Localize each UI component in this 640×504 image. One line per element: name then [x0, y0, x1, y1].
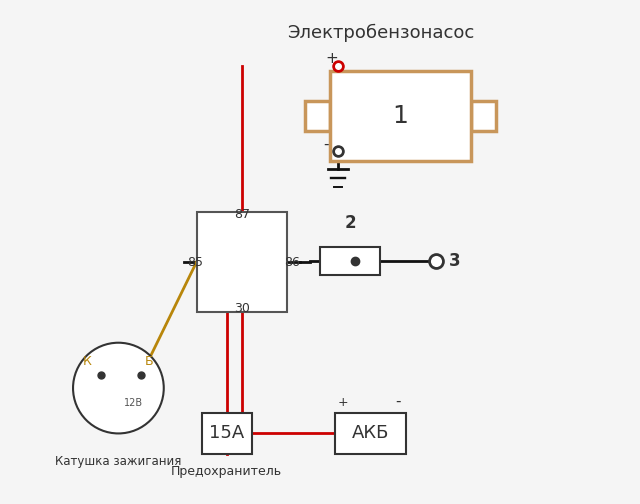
Text: Предохранитель: Предохранитель [171, 465, 282, 478]
Bar [202, 413, 252, 454]
Text: +: + [337, 396, 348, 409]
Text: К: К [83, 355, 92, 368]
Bar [335, 413, 406, 454]
Text: Электробензонасос: Электробензонасос [287, 24, 474, 42]
Text: 12В: 12В [124, 398, 143, 408]
Bar [330, 71, 471, 161]
Text: Б: Б [145, 355, 154, 368]
Text: -: - [324, 137, 329, 152]
Text: АКБ: АКБ [352, 424, 389, 443]
Circle shape [73, 343, 164, 433]
Text: -: - [396, 394, 401, 409]
Text: Катушка зажигания: Катушка зажигания [55, 455, 182, 468]
Text: 1: 1 [393, 104, 408, 128]
Text: 3: 3 [449, 252, 460, 270]
Text: 2: 2 [344, 214, 356, 232]
Text: 15А: 15А [209, 424, 244, 443]
Bar [305, 101, 330, 131]
Bar [320, 247, 380, 275]
Bar [471, 101, 497, 131]
Text: 85: 85 [187, 256, 203, 269]
Text: 30: 30 [234, 302, 250, 315]
Text: 87: 87 [234, 208, 250, 221]
Bar [196, 212, 287, 312]
Text: 86: 86 [284, 256, 300, 269]
Text: +: + [325, 51, 338, 66]
